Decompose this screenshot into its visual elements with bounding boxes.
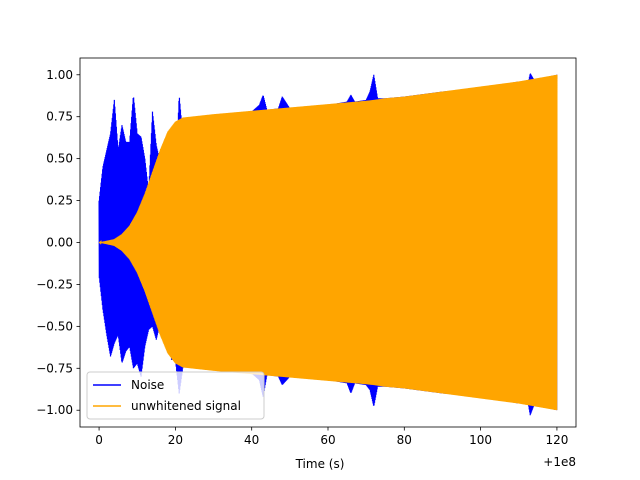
x-tick-label: 60 <box>320 433 335 447</box>
y-tick-label: 0.00 <box>46 236 73 250</box>
y-tick-label: 0.50 <box>46 152 73 166</box>
x-tick-label: 20 <box>168 433 183 447</box>
y-axis: −1.00 −0.75 −0.50 −0.25 0.00 0.25 0.50 0.75 1.00 <box>36 68 80 417</box>
x-tick-label: 80 <box>397 433 412 447</box>
y-tick-label: −0.25 <box>36 277 73 291</box>
x-tick-label: 40 <box>244 433 259 447</box>
x-axis-label: Time (s) <box>295 457 345 471</box>
x-tick-label: 120 <box>545 433 568 447</box>
y-tick-label: −0.75 <box>36 361 73 375</box>
x-axis-offset-label: +1e8 <box>543 455 576 469</box>
legend-label: unwhitened signal <box>131 399 241 413</box>
y-tick-label: 0.75 <box>46 110 73 124</box>
legend-label: Noise <box>131 378 164 392</box>
series-unwhitened-signal-line <box>98 74 558 411</box>
y-tick-label: 1.00 <box>46 68 73 82</box>
x-tick-label: 100 <box>469 433 492 447</box>
y-tick-label: −1.00 <box>36 403 73 417</box>
x-tick-label: 0 <box>95 433 103 447</box>
legend: Noise unwhitened signal <box>86 371 265 420</box>
y-tick-label: 0.25 <box>46 194 73 208</box>
y-tick-label: −0.50 <box>36 319 73 333</box>
legend-box <box>86 371 265 420</box>
plot-area <box>98 73 558 416</box>
